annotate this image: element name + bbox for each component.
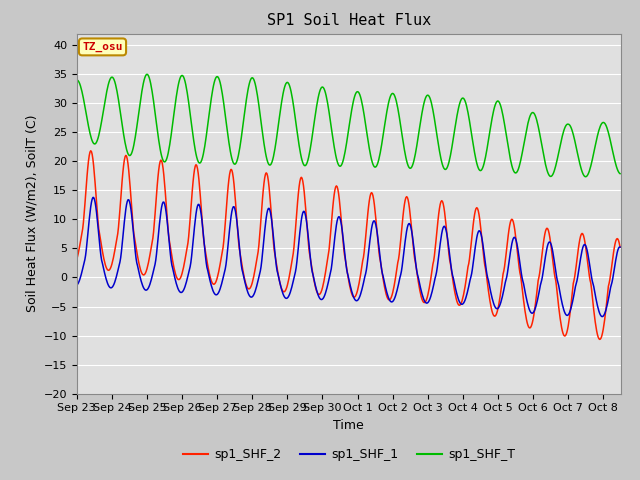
sp1_SHF_T xyxy=(477,168,484,173)
sp1_SHF_1 xyxy=(305,244,313,250)
sp1_SHF_1 xyxy=(326,273,333,278)
sp1_SHF_T xyxy=(150,98,157,104)
Text: TZ_osu: TZ_osu xyxy=(82,42,123,52)
sp1_SHF_1 xyxy=(477,229,484,235)
sp1_SHF_2 xyxy=(326,240,333,245)
sp1_SHF_T xyxy=(75,79,83,85)
sp1_SHF_2 xyxy=(477,222,484,228)
sp1_SHF_2 xyxy=(463,269,471,275)
Legend: sp1_SHF_2, sp1_SHF_1, sp1_SHF_T: sp1_SHF_2, sp1_SHF_1, sp1_SHF_T xyxy=(177,443,520,466)
sp1_SHF_1 xyxy=(616,244,624,250)
Title: SP1 Soil Heat Flux: SP1 Soil Heat Flux xyxy=(267,13,431,28)
sp1_SHF_1 xyxy=(463,290,471,296)
sp1_SHF_1 xyxy=(150,267,157,273)
sp1_SHF_T xyxy=(143,72,151,77)
sp1_SHF_2 xyxy=(87,148,95,154)
sp1_SHF_T xyxy=(73,77,81,83)
sp1_SHF_1 xyxy=(90,194,97,200)
sp1_SHF_2 xyxy=(305,250,313,255)
X-axis label: Time: Time xyxy=(333,419,364,432)
sp1_SHF_T xyxy=(582,174,589,180)
sp1_SHF_T xyxy=(616,171,624,177)
sp1_SHF_T xyxy=(305,151,313,157)
sp1_SHF_2 xyxy=(596,336,604,342)
sp1_SHF_1 xyxy=(598,313,606,319)
sp1_SHF_T xyxy=(326,114,333,120)
sp1_SHF_2 xyxy=(73,256,81,262)
sp1_SHF_1 xyxy=(75,279,83,285)
sp1_SHF_2 xyxy=(616,244,624,250)
Line: sp1_SHF_2: sp1_SHF_2 xyxy=(77,151,620,339)
sp1_SHF_2 xyxy=(75,247,83,252)
sp1_SHF_1 xyxy=(73,282,81,288)
sp1_SHF_T xyxy=(463,106,471,112)
Line: sp1_SHF_1: sp1_SHF_1 xyxy=(77,197,620,316)
Line: sp1_SHF_T: sp1_SHF_T xyxy=(77,74,620,177)
Y-axis label: Soil Heat Flux (W/m2), SoilT (C): Soil Heat Flux (W/m2), SoilT (C) xyxy=(25,115,38,312)
sp1_SHF_2 xyxy=(150,229,157,235)
